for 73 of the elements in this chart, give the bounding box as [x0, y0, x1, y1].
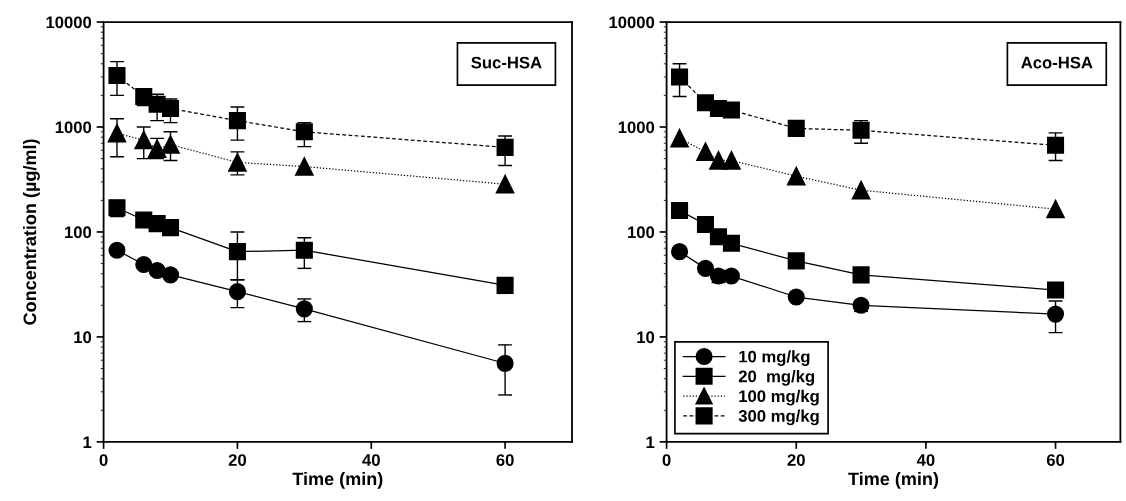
x-tick-label: 40 — [362, 454, 380, 466]
y-tick-label: 1 — [83, 436, 92, 448]
point — [1047, 281, 1065, 299]
point — [135, 255, 153, 274]
point — [852, 296, 870, 314]
legend-label: 300 mg/kg — [738, 409, 819, 426]
y-tick-label: 1000 — [618, 121, 655, 134]
point — [671, 243, 689, 261]
point — [671, 68, 689, 86]
point — [787, 166, 806, 186]
point — [496, 138, 514, 156]
point — [161, 266, 180, 284]
x-tick-label: 0 — [662, 454, 671, 466]
y-tick-label: 1000 — [55, 121, 92, 134]
y-tick-label: 10000 — [609, 16, 655, 29]
point — [108, 66, 126, 84]
point — [722, 234, 740, 252]
point — [134, 130, 153, 150]
point — [161, 219, 180, 237]
point — [161, 135, 180, 154]
point — [696, 142, 715, 162]
point — [228, 112, 246, 130]
point — [696, 215, 715, 233]
x-tick-label: 20 — [228, 454, 247, 466]
point — [295, 241, 313, 259]
point — [228, 283, 246, 301]
point — [670, 129, 689, 148]
point — [787, 119, 805, 137]
annotation: Aco-HSA — [1021, 56, 1093, 69]
point — [295, 123, 313, 141]
annotation: Suc-HSA — [471, 56, 542, 69]
point — [851, 180, 871, 200]
point — [295, 300, 313, 318]
x-axis-title: Time (min) — [848, 472, 939, 489]
point — [696, 259, 715, 277]
point — [852, 121, 870, 139]
point — [148, 261, 166, 279]
point — [107, 124, 127, 143]
point — [787, 288, 805, 306]
x-tick-label: 0 — [99, 454, 108, 466]
point — [787, 252, 805, 270]
x-tick-label: 20 — [787, 454, 805, 466]
x-tick-label: 60 — [1046, 454, 1065, 466]
point — [1046, 199, 1065, 219]
point — [671, 201, 689, 220]
point — [228, 153, 247, 172]
point — [709, 151, 728, 170]
legend-label: 20 mg/kg — [738, 370, 815, 386]
x-axis-title: Time (min) — [292, 472, 383, 489]
point — [1047, 136, 1065, 154]
point — [852, 266, 870, 284]
point — [161, 99, 180, 118]
y-tick-label: 100 — [628, 226, 655, 239]
legend-label: 10 mg/kg — [739, 350, 810, 366]
y-axis-title: Concentration (µg/ml) — [22, 139, 40, 325]
point — [228, 243, 246, 261]
point — [495, 174, 515, 194]
point — [1047, 305, 1065, 323]
y-tick-label: 10000 — [46, 16, 92, 29]
point — [722, 151, 741, 170]
point — [722, 101, 740, 119]
legend-label: 100 mg/kg — [739, 389, 819, 406]
y-tick-label: 1 — [646, 436, 655, 448]
point — [135, 88, 153, 106]
x-tick-label: 40 — [916, 454, 935, 466]
point — [496, 276, 514, 294]
point — [295, 157, 314, 176]
y-tick-label: 10 — [637, 331, 655, 344]
y-tick-label: 10 — [74, 331, 92, 344]
x-tick-label: 60 — [496, 454, 514, 466]
point — [496, 354, 514, 372]
point — [108, 241, 126, 259]
y-tick-label: 100 — [65, 226, 92, 239]
